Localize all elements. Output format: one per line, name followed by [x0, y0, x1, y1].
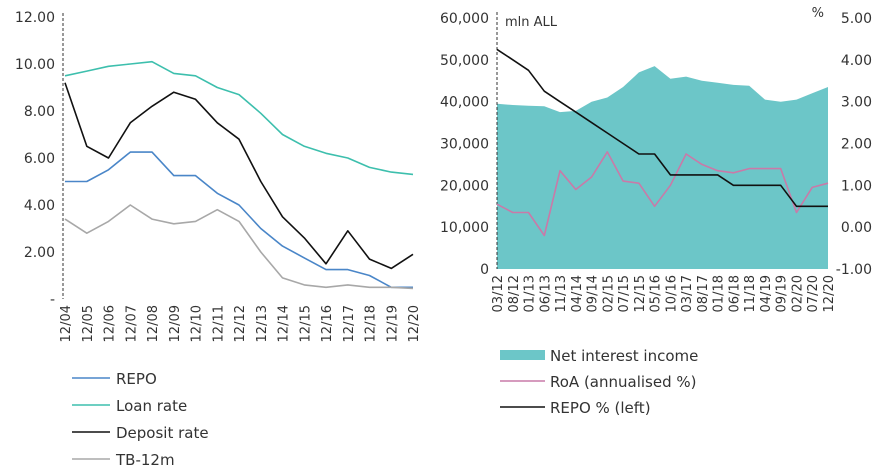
left-x-tick-label: 12/18: [364, 305, 379, 342]
left-x-tick-label: 12/15: [298, 305, 313, 342]
right-x-tick-label: 03/12: [491, 275, 506, 312]
right-x-tick-label: 02/20: [790, 275, 805, 312]
left-x-tick-label: 12/09: [168, 305, 183, 342]
left-axis-tick-label: 60,000: [440, 11, 489, 27]
legend-label: Net interest income: [550, 347, 698, 365]
right-x-tick-label: 07/15: [617, 275, 632, 312]
right-x-tick-label: 04/19: [759, 275, 774, 312]
right-x-tick-label: 06/18: [727, 275, 742, 312]
left-y-tick-label: 12.00: [15, 10, 55, 26]
right-x-tick-label: 01/13: [523, 275, 538, 312]
left-x-tick-label: 12/11: [211, 305, 226, 342]
left-axis-tick-label: 50,000: [440, 53, 489, 69]
series-line-deposit-rate: [64, 82, 414, 270]
right-axis-tick-label: 3.00: [841, 95, 872, 111]
right-x-tick-label: 08/17: [696, 275, 711, 312]
right-x-tick-label: 01/18: [712, 275, 727, 312]
right-x-tick-label: 07/20: [806, 275, 821, 312]
right-axis-tick-label: -1.00: [836, 262, 872, 278]
legend-label: RoA (annualised %): [550, 373, 696, 391]
left-axis-tick-label: 40,000: [440, 95, 489, 111]
legend-swatch: [500, 350, 545, 360]
right-axis-tick-label: 1.00: [841, 178, 872, 194]
legend-label: TB-12m: [115, 451, 175, 469]
left-y-tick-label: 8.00: [24, 104, 55, 120]
right-x-tick-label: 05/16: [649, 275, 664, 312]
right-x-tick-label: 12/20: [822, 275, 837, 312]
right-x-tick-label: 08/12: [507, 275, 522, 312]
right-x-tick-label: 09/14: [586, 275, 601, 312]
right-x-tick-label: 11/18: [743, 275, 758, 312]
series-area-net-interest-income: [497, 66, 828, 269]
left-y-tick-label: 6.00: [24, 151, 55, 167]
left-axis-tick-label: 30,000: [440, 137, 489, 153]
left-x-tick-label: 12/08: [146, 305, 161, 342]
left-y-tick-label: 4.00: [24, 198, 55, 214]
left-y-tick-label: 10.00: [15, 57, 55, 73]
right-chart: 0 10,000 20,000 30,000 40,000 50,000 60,000 -1.…: [440, 6, 872, 417]
left-x-tick-label: 12/06: [103, 305, 118, 342]
left-axis-tick-label: 20,000: [440, 178, 489, 194]
left-x-tick-label: 12/16: [320, 305, 335, 342]
right-axis-tick-label: 2.00: [841, 137, 872, 153]
left-chart: - 2.00 4.00 6.00 8.00 10.00 12.00 12/04 12/05 12/…: [15, 10, 422, 469]
right-axis-tick-label: 5.00: [841, 11, 872, 27]
left-x-tick-label: 12/12: [233, 305, 248, 342]
right-x-tick-label: 12/15: [633, 275, 648, 312]
series-line-repo-left-: [496, 48, 828, 208]
right-x-tick-label: 10/16: [664, 275, 679, 312]
right-axis-tick-label: 4.00: [841, 53, 872, 69]
legend-label: Loan rate: [116, 397, 187, 415]
left-x-tick-label: 12/05: [81, 305, 96, 342]
left-x-tick-label: 12/07: [124, 305, 139, 342]
right-x-tick-label: 04/14: [570, 275, 585, 312]
right-x-tick-label: 11/13: [554, 275, 569, 312]
left-axis-unit: mln ALL: [505, 15, 558, 30]
left-x-tick-label: 12/19: [385, 305, 400, 342]
left-axis-tick-label: 0: [480, 262, 489, 278]
left-x-tick-label: 12/17: [342, 305, 357, 342]
series-line-loan-rate: [64, 60, 414, 176]
right-x-tick-label: 03/17: [680, 275, 695, 312]
right-axis-tick-label: 0.00: [841, 220, 872, 236]
series-line-roa-annualised-: [496, 151, 829, 237]
left-x-tick-label: 12/13: [255, 305, 270, 342]
right-x-tick-label: 09/19: [775, 275, 790, 312]
right-x-tick-label: 02/15: [601, 275, 616, 312]
right-x-tick-label: 06/13: [538, 275, 553, 312]
left-x-tick-label: 12/20: [407, 305, 422, 342]
legend-label: REPO: [116, 370, 157, 388]
left-y-tick-label: 2.00: [24, 245, 55, 261]
right-axis-unit: %: [812, 6, 824, 21]
left-y-tick-label: -: [50, 292, 55, 308]
left-x-tick-label: 12/14: [277, 305, 292, 342]
series-line-tb-12m: [64, 204, 414, 290]
legend-label: REPO % (left): [550, 399, 651, 417]
legend-label: Deposit rate: [116, 424, 209, 442]
left-x-tick-label: 12/10: [190, 305, 205, 342]
series-line-repo: [65, 151, 413, 289]
left-x-tick-label: 12/04: [59, 305, 74, 342]
left-axis-tick-label: 10,000: [440, 220, 489, 236]
